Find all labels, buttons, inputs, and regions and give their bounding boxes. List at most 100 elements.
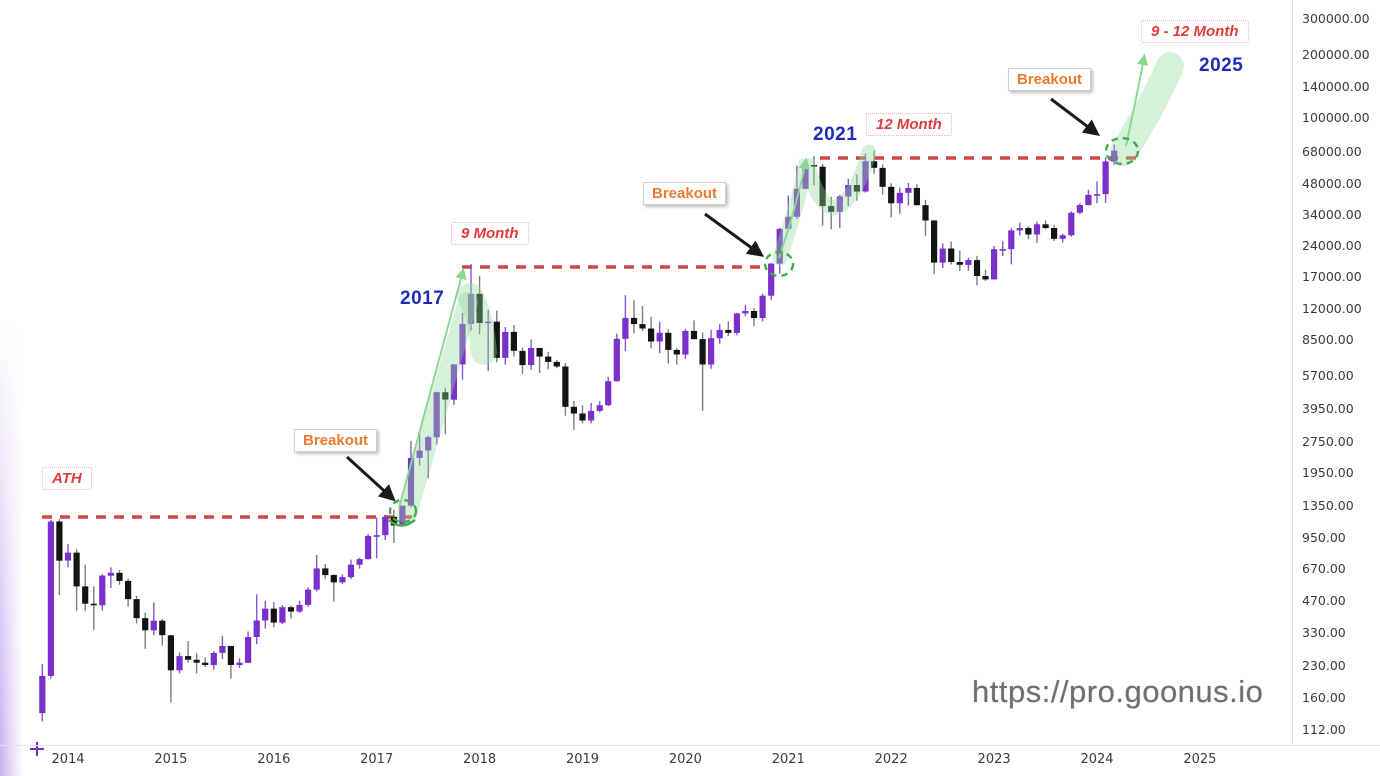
resistance-lines — [42, 156, 1140, 519]
time-tick-2015: 2015 — [154, 752, 188, 767]
candle-2023-04 — [1016, 222, 1023, 236]
breakout-arrow-2020 — [704, 212, 765, 257]
candle-2018-04 — [502, 327, 509, 365]
candle-2019-02 — [588, 403, 595, 424]
time-tick-2021: 2021 — [771, 752, 805, 767]
candle-2018-01 — [476, 275, 483, 335]
candle-2016-09 — [339, 574, 346, 584]
price-tick-34000.00: 34000.00 — [1302, 206, 1362, 222]
candle-2015-04 — [193, 653, 200, 674]
candle-2014-08 — [125, 578, 132, 607]
breakout-swoosh-2017 — [388, 519, 416, 527]
candle-2014-02 — [73, 549, 80, 611]
time-tick-2016: 2016 — [257, 752, 291, 767]
candle-2018-12 — [570, 400, 577, 430]
trend-band-2017 — [397, 292, 478, 524]
candle-2020-08 — [742, 304, 749, 317]
trend-arrow-2021 — [778, 157, 810, 259]
left-edge-glow — [0, 320, 24, 776]
candle-2014-01 — [64, 544, 72, 568]
trend-band-2017-top — [457, 283, 497, 365]
candle-2015-06 — [210, 651, 217, 670]
crosshair-marker-icon — [30, 742, 44, 756]
candle-2015-07 — [219, 635, 226, 659]
price-tick-160.00: 160.00 — [1302, 690, 1346, 706]
candle-2022-11 — [973, 255, 981, 286]
candle-2021-04 — [810, 156, 818, 186]
candle-2017-09 — [442, 387, 449, 435]
candle-2017-10 — [450, 364, 457, 405]
cycle-duration-label-2017: 9 Month — [451, 222, 529, 246]
candle-2023-12 — [1085, 189, 1092, 206]
price-tick-3950.00: 3950.00 — [1302, 401, 1354, 417]
candle-2014-09 — [133, 595, 140, 624]
candle-2017-02 — [382, 514, 389, 540]
candle-2017-05 — [407, 440, 415, 508]
candle-2022-12 — [982, 269, 989, 281]
candle-2023-01 — [991, 246, 998, 280]
breakout-label-2017: Breakout — [294, 429, 378, 453]
price-tick-200000.00: 200000.00 — [1302, 47, 1370, 63]
candle-2019-07 — [630, 300, 638, 334]
candle-2018-09 — [545, 351, 552, 370]
candle-2016-07 — [322, 564, 329, 579]
candle-2022-08 — [948, 241, 955, 265]
price-tick-8500.00: 8500.00 — [1302, 331, 1354, 347]
candle-2020-07 — [733, 312, 740, 336]
candle-2014-03 — [82, 564, 89, 611]
breakout-label-2024: Breakout — [1008, 68, 1092, 92]
candle-2023-08 — [1051, 225, 1058, 241]
candle-2021-07 — [836, 194, 843, 228]
price-tick-2750.00: 2750.00 — [1302, 433, 1354, 449]
candle-2019-10 — [656, 321, 663, 354]
candle-2022-04 — [913, 184, 920, 206]
year-label-2025: 2025 — [1199, 55, 1244, 76]
candle-2020-03 — [699, 332, 706, 411]
candle-2016-11 — [356, 557, 363, 569]
candle-2022-07 — [939, 243, 946, 268]
candle-2017-12 — [467, 264, 475, 331]
candle-2016-01 — [270, 602, 277, 628]
time-tick-2024: 2024 — [1080, 752, 1114, 767]
candle-2015-12 — [262, 600, 269, 629]
price-tick-950.00: 950.00 — [1302, 529, 1346, 545]
candle-2024-02 — [1102, 157, 1109, 204]
candle-2021-01 — [785, 195, 792, 232]
candle-2016-05 — [305, 587, 312, 607]
candle-2022-03 — [905, 182, 912, 206]
candle-2023-10 — [1068, 211, 1075, 237]
candle-2013-10 — [39, 663, 46, 722]
time-tick-2014: 2014 — [51, 752, 85, 767]
candle-2023-11 — [1076, 203, 1083, 215]
candle-2021-10 — [862, 153, 869, 193]
candle-2021-02 — [793, 165, 800, 219]
candle-2019-11 — [665, 329, 672, 364]
candle-2015-11 — [253, 594, 260, 645]
candle-2020-06 — [725, 321, 732, 336]
candle-2015-02 — [176, 652, 183, 674]
trend-bands — [397, 52, 1184, 524]
candle-2019-03 — [596, 401, 603, 413]
candle-2014-04 — [90, 586, 97, 630]
year-label-2017: 2017 — [400, 288, 445, 309]
candle-2021-06 — [828, 196, 835, 230]
year-label-2021: 2021 — [813, 124, 858, 145]
price-tick-17000.00: 17000.00 — [1302, 269, 1362, 285]
candle-2018-02 — [485, 310, 492, 371]
candle-2014-10 — [142, 612, 149, 649]
candle-2019-09 — [648, 316, 655, 349]
candle-2019-04 — [605, 376, 612, 407]
candle-2017-06 — [416, 434, 423, 466]
candle-2023-02 — [999, 241, 1006, 256]
price-tick-24000.00: 24000.00 — [1302, 238, 1362, 254]
trend-arrows — [398, 53, 1149, 509]
watermark-url: https://pro.goonus.io — [972, 674, 1264, 709]
candle-2018-06 — [519, 347, 526, 375]
candle-2021-08 — [845, 178, 852, 206]
breakout-arrow-2024 — [1050, 97, 1100, 136]
candle-2020-02 — [690, 320, 698, 340]
candle-2021-11 — [871, 150, 878, 174]
ath-label: ATH — [42, 467, 92, 491]
